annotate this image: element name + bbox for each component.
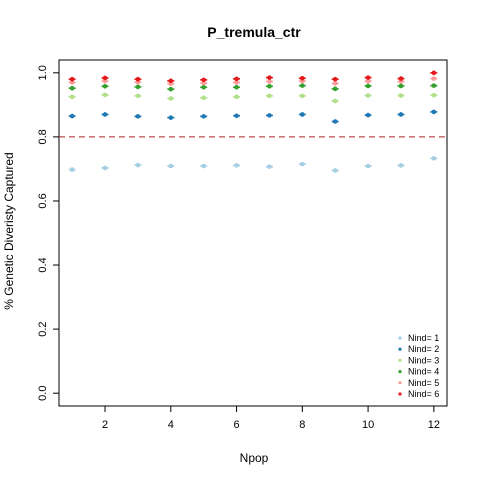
y-tick-label: 0.0	[37, 386, 49, 401]
data-points	[68, 70, 438, 173]
y-tick-label: 1.0	[37, 65, 49, 80]
legend-label-nind-2: Nind= 2	[408, 344, 439, 354]
x-tick-label: 10	[362, 419, 374, 431]
legend-marker-nind-6	[398, 392, 402, 396]
legend-label-nind-5: Nind= 5	[408, 378, 439, 388]
legend-marker-nind-2	[398, 347, 402, 351]
legend-marker-nind-3	[398, 358, 402, 362]
y-axis: 0.0 0.2 0.4 0.6 0.8 1.0	[37, 65, 59, 401]
y-tick-label: 0.8	[37, 129, 49, 144]
y-axis-label: % Genetic Diveristy Captured	[2, 152, 16, 309]
x-tick-label: 4	[168, 419, 174, 431]
y-tick-label: 0.2	[37, 321, 49, 336]
x-tick-label: 12	[428, 419, 440, 431]
plot-box	[58, 59, 448, 407]
legend-label-nind-6: Nind= 6	[408, 389, 439, 399]
legend-label-nind-4: Nind= 4	[408, 367, 439, 377]
legend-marker-nind-5	[398, 381, 402, 385]
legend-marker-nind-4	[398, 370, 402, 374]
x-axis: 2 4 6 8 10 12	[102, 406, 440, 431]
legend-marker-nind-1	[398, 336, 402, 340]
y-tick-label: 0.4	[37, 257, 49, 272]
x-tick-label: 6	[233, 419, 239, 431]
x-tick-label: 8	[299, 419, 305, 431]
legend-label-nind-3: Nind= 3	[408, 355, 439, 365]
x-axis-label: Npop	[240, 451, 269, 465]
y-tick-label: 0.6	[37, 193, 49, 208]
legend-label-nind-1: Nind= 1	[408, 333, 439, 343]
x-tick-label: 2	[102, 419, 108, 431]
chart-title: P_tremula_ctr	[207, 24, 301, 40]
